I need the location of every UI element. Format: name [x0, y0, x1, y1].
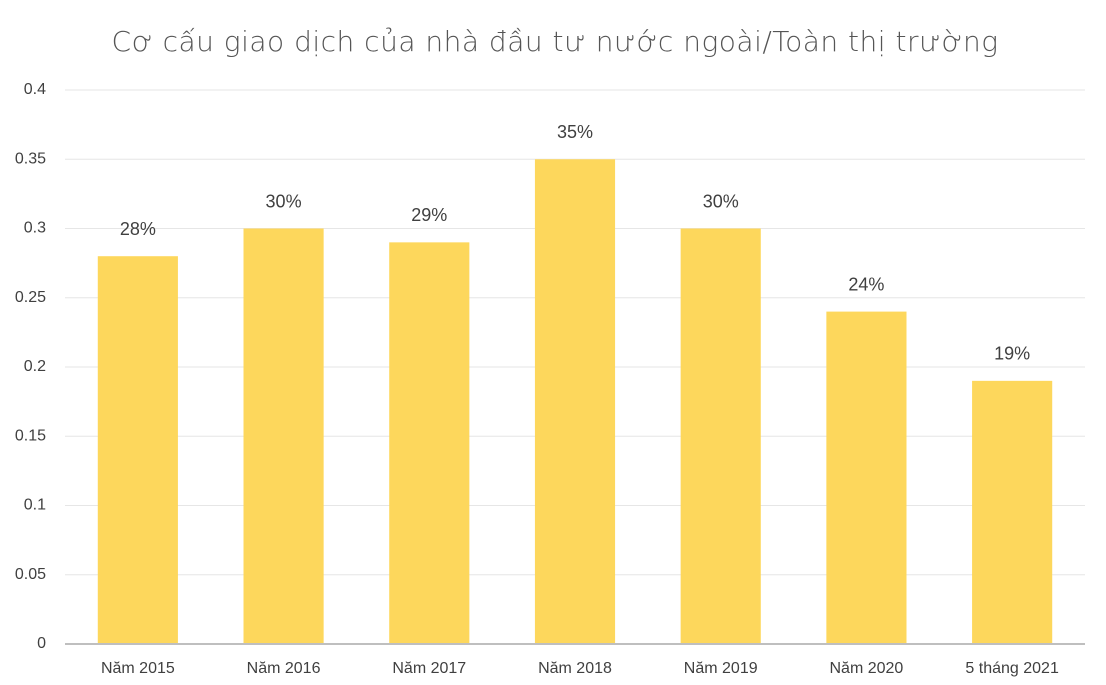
value-label: 29%: [411, 205, 447, 225]
value-label: 35%: [557, 122, 593, 142]
y-tick-label: 0.25: [15, 289, 46, 306]
y-tick-label: 0.1: [24, 497, 46, 514]
bar: [680, 228, 761, 644]
chart-title: Cơ cấu giao dịch của nhà đầu tư nước ngo…: [111, 25, 998, 58]
value-label: 30%: [266, 191, 302, 211]
bar: [534, 159, 616, 644]
value-label: 24%: [848, 274, 884, 294]
x-tick-label: 5 tháng 2021: [965, 660, 1059, 677]
x-tick-label: Năm 2017: [392, 660, 466, 677]
value-label: 30%: [703, 191, 739, 211]
bar: [972, 380, 1053, 644]
bar: [243, 228, 324, 644]
value-label: 19%: [994, 344, 1030, 364]
value-label: 28%: [120, 219, 156, 239]
bar: [826, 311, 907, 644]
y-tick-label: 0: [37, 635, 46, 652]
y-tick-label: 0.2: [24, 358, 46, 375]
bar: [389, 242, 470, 644]
y-tick-label: 0.05: [15, 566, 46, 583]
bar: [97, 256, 178, 644]
x-tick-label: Năm 2020: [830, 660, 904, 677]
x-tick-label: Năm 2015: [101, 660, 175, 677]
y-tick-label: 0.4: [24, 81, 46, 98]
x-tick-label: Năm 2018: [538, 660, 612, 677]
y-tick-label: 0.3: [24, 220, 46, 237]
y-tick-label: 0.35: [15, 150, 46, 167]
x-tick-label: Năm 2016: [247, 660, 321, 677]
y-tick-label: 0.15: [15, 427, 46, 444]
x-tick-label: Năm 2019: [684, 660, 758, 677]
